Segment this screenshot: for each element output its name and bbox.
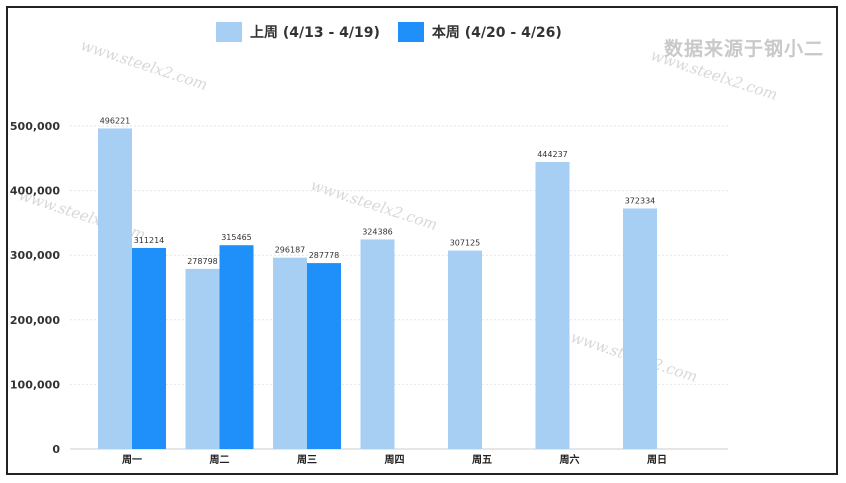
legend-label-last-week: 上周 (4/13 - 4/19) (250, 25, 380, 41)
bar-value-label: 372334 (625, 196, 656, 205)
bar (219, 245, 254, 449)
bar (535, 162, 570, 450)
y-tick-label: 300,000 (10, 249, 60, 262)
bar-value-label: 444237 (537, 150, 568, 159)
bar-value-label: 496221 (100, 116, 131, 125)
bar-chart: 0 100,000 200,000 300,000 400,000 500,000 4962… (10, 116, 728, 466)
data-source-label: 数据来源于钢小二 (663, 38, 824, 60)
bar-value-label: 311214 (134, 236, 165, 245)
bar-value-label: 296187 (275, 246, 306, 255)
bar (185, 268, 220, 449)
bar (307, 263, 341, 449)
legend-label-this-week: 本周 (4/20 - 4/26) (431, 25, 562, 41)
y-tick-label: 100,000 (10, 378, 60, 391)
y-tick-label: 200,000 (10, 314, 60, 327)
bar-value-label: 315465 (221, 233, 252, 242)
legend-swatch-last-week (216, 22, 242, 42)
x-tick-label: 周三 (297, 454, 317, 466)
legend-swatch-this-week (397, 22, 424, 42)
x-tick-label: 周二 (210, 454, 230, 466)
bar-value-label: 278798 (187, 257, 218, 266)
y-tick-label: 0 (52, 443, 60, 456)
x-tick-label: 周一 (122, 454, 142, 466)
legend-item-last-week[interactable]: 上周 (4/13 - 4/19) (216, 22, 380, 42)
y-tick-label: 500,000 (10, 120, 60, 133)
bar (132, 247, 166, 449)
bar (98, 128, 132, 449)
x-tick-label: 周日 (647, 454, 667, 466)
x-tick-label: 周四 (385, 454, 405, 466)
chart-legend: 上周 (4/13 - 4/19) 本周 (4/20 - 4/26) (216, 22, 580, 42)
bar (448, 250, 482, 449)
legend-item-this-week[interactable]: 本周 (4/20 - 4/26) (397, 22, 562, 42)
bar-value-label: 307125 (450, 239, 481, 248)
bar (273, 257, 307, 449)
bar-value-label: 287778 (309, 251, 340, 260)
chart-frame: www.steelx2.com www.steelx2.com www.stee… (6, 6, 838, 475)
bar (623, 208, 657, 449)
x-tick-label: 周五 (472, 454, 492, 466)
y-tick-label: 400,000 (10, 185, 60, 198)
bar (360, 239, 395, 449)
bar-value-label: 324386 (362, 227, 393, 236)
x-tick-label: 周六 (560, 453, 580, 466)
